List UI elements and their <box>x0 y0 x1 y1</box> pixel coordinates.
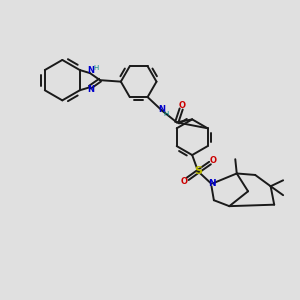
Text: N: N <box>158 105 165 114</box>
Text: S: S <box>194 167 202 176</box>
Text: H: H <box>93 65 98 71</box>
Text: O: O <box>178 101 185 110</box>
Text: O: O <box>181 177 188 186</box>
Text: N: N <box>87 66 94 75</box>
Text: N: N <box>87 85 94 94</box>
Text: H: H <box>164 111 169 117</box>
Text: N: N <box>208 179 215 188</box>
Text: O: O <box>210 156 217 165</box>
